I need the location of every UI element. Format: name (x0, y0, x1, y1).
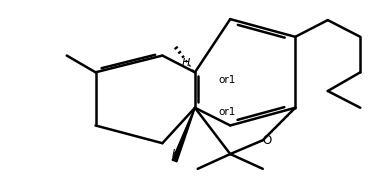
Text: H: H (182, 58, 190, 68)
Text: O: O (262, 134, 272, 147)
Text: H: H (172, 149, 180, 159)
Text: or1: or1 (218, 107, 236, 117)
Polygon shape (172, 108, 195, 162)
Text: or1: or1 (218, 75, 236, 85)
